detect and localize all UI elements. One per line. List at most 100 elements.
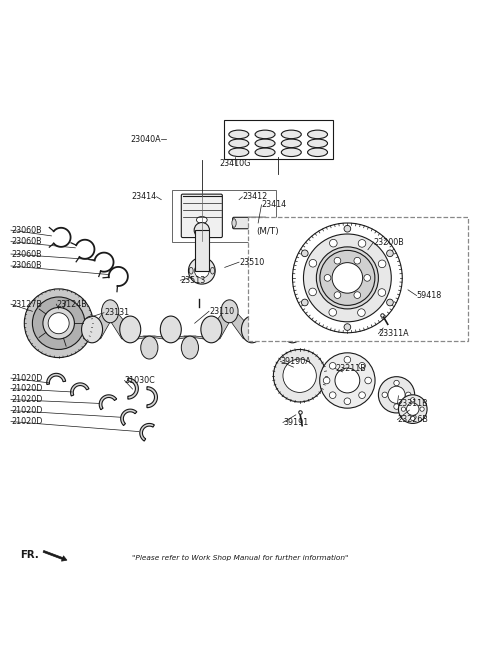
- Ellipse shape: [308, 148, 327, 157]
- Ellipse shape: [229, 130, 249, 138]
- Circle shape: [329, 363, 336, 369]
- Text: 21030C: 21030C: [124, 376, 155, 385]
- Circle shape: [398, 395, 427, 423]
- Ellipse shape: [232, 218, 236, 228]
- Polygon shape: [140, 423, 155, 441]
- Text: 23127B: 23127B: [11, 300, 42, 308]
- Text: (M/T): (M/T): [257, 227, 279, 236]
- FancyBboxPatch shape: [181, 194, 222, 237]
- Text: 23410G: 23410G: [219, 159, 251, 169]
- Circle shape: [354, 257, 360, 264]
- Circle shape: [301, 299, 308, 306]
- Ellipse shape: [189, 268, 193, 274]
- Text: 39190A: 39190A: [281, 357, 312, 366]
- Circle shape: [410, 417, 415, 420]
- Circle shape: [344, 226, 351, 232]
- Circle shape: [283, 359, 316, 392]
- Circle shape: [365, 377, 372, 384]
- Ellipse shape: [102, 300, 119, 323]
- Circle shape: [420, 407, 424, 411]
- Circle shape: [332, 262, 363, 293]
- Ellipse shape: [211, 268, 215, 274]
- Text: 23311A: 23311A: [378, 329, 409, 338]
- Ellipse shape: [229, 148, 249, 157]
- Polygon shape: [203, 312, 236, 338]
- Circle shape: [344, 356, 351, 363]
- Circle shape: [382, 392, 387, 398]
- Circle shape: [364, 275, 371, 281]
- Polygon shape: [195, 230, 208, 271]
- Circle shape: [43, 308, 74, 339]
- Text: 23226B: 23226B: [397, 415, 428, 424]
- Ellipse shape: [196, 216, 207, 223]
- Ellipse shape: [255, 148, 275, 157]
- Circle shape: [194, 222, 209, 238]
- Polygon shape: [47, 373, 66, 384]
- Ellipse shape: [282, 316, 303, 343]
- Polygon shape: [99, 395, 117, 410]
- Text: 23414: 23414: [132, 192, 156, 201]
- Polygon shape: [224, 312, 261, 338]
- Circle shape: [334, 292, 341, 298]
- Circle shape: [358, 309, 365, 316]
- Circle shape: [410, 398, 415, 402]
- Ellipse shape: [201, 316, 222, 343]
- Text: 39191: 39191: [283, 418, 308, 427]
- Polygon shape: [104, 312, 139, 338]
- Circle shape: [359, 363, 365, 369]
- Circle shape: [386, 250, 393, 256]
- Circle shape: [344, 323, 351, 331]
- Text: 23040A: 23040A: [131, 135, 161, 144]
- Circle shape: [320, 353, 375, 408]
- Ellipse shape: [181, 336, 199, 359]
- Circle shape: [359, 392, 365, 398]
- Circle shape: [378, 289, 385, 297]
- Text: 23211B: 23211B: [336, 364, 366, 373]
- Ellipse shape: [120, 316, 141, 343]
- Circle shape: [329, 308, 336, 316]
- Ellipse shape: [308, 139, 327, 148]
- Circle shape: [388, 386, 405, 403]
- FancyBboxPatch shape: [248, 216, 468, 341]
- Text: 23060B: 23060B: [11, 237, 42, 246]
- Circle shape: [48, 313, 69, 334]
- Text: 23060B: 23060B: [11, 262, 42, 270]
- Text: 21020D: 21020D: [11, 374, 42, 382]
- Text: FR.: FR.: [21, 550, 39, 560]
- Text: 23510: 23510: [239, 258, 264, 266]
- Circle shape: [24, 289, 93, 358]
- Text: 59418: 59418: [417, 291, 442, 300]
- Text: 23311B: 23311B: [397, 399, 428, 408]
- Circle shape: [303, 234, 391, 322]
- Text: 23060B: 23060B: [11, 226, 42, 235]
- Text: 21020D: 21020D: [11, 384, 42, 393]
- Text: 23414: 23414: [262, 200, 287, 209]
- Text: 21020D: 21020D: [11, 395, 42, 404]
- Polygon shape: [71, 383, 89, 396]
- Polygon shape: [121, 336, 156, 338]
- Text: 23124B: 23124B: [56, 300, 87, 308]
- Circle shape: [324, 275, 331, 281]
- Ellipse shape: [255, 139, 275, 148]
- Text: 23060B: 23060B: [11, 249, 42, 258]
- Polygon shape: [184, 336, 220, 338]
- FancyBboxPatch shape: [224, 119, 333, 159]
- Circle shape: [292, 223, 402, 333]
- Circle shape: [406, 392, 411, 398]
- Circle shape: [401, 407, 406, 411]
- Text: "Please refer to Work Shop Manual for further information": "Please refer to Work Shop Manual for fu…: [132, 555, 348, 561]
- Circle shape: [301, 250, 308, 256]
- Circle shape: [330, 239, 337, 247]
- Text: 21020D: 21020D: [11, 406, 42, 415]
- Circle shape: [394, 380, 399, 386]
- Ellipse shape: [221, 300, 238, 323]
- Circle shape: [378, 260, 386, 268]
- Text: 23131: 23131: [104, 308, 129, 318]
- Polygon shape: [84, 312, 116, 338]
- Polygon shape: [144, 336, 180, 338]
- Circle shape: [324, 377, 330, 384]
- Circle shape: [407, 403, 419, 415]
- Polygon shape: [147, 386, 157, 407]
- Text: 23110: 23110: [209, 307, 234, 316]
- Circle shape: [335, 368, 360, 393]
